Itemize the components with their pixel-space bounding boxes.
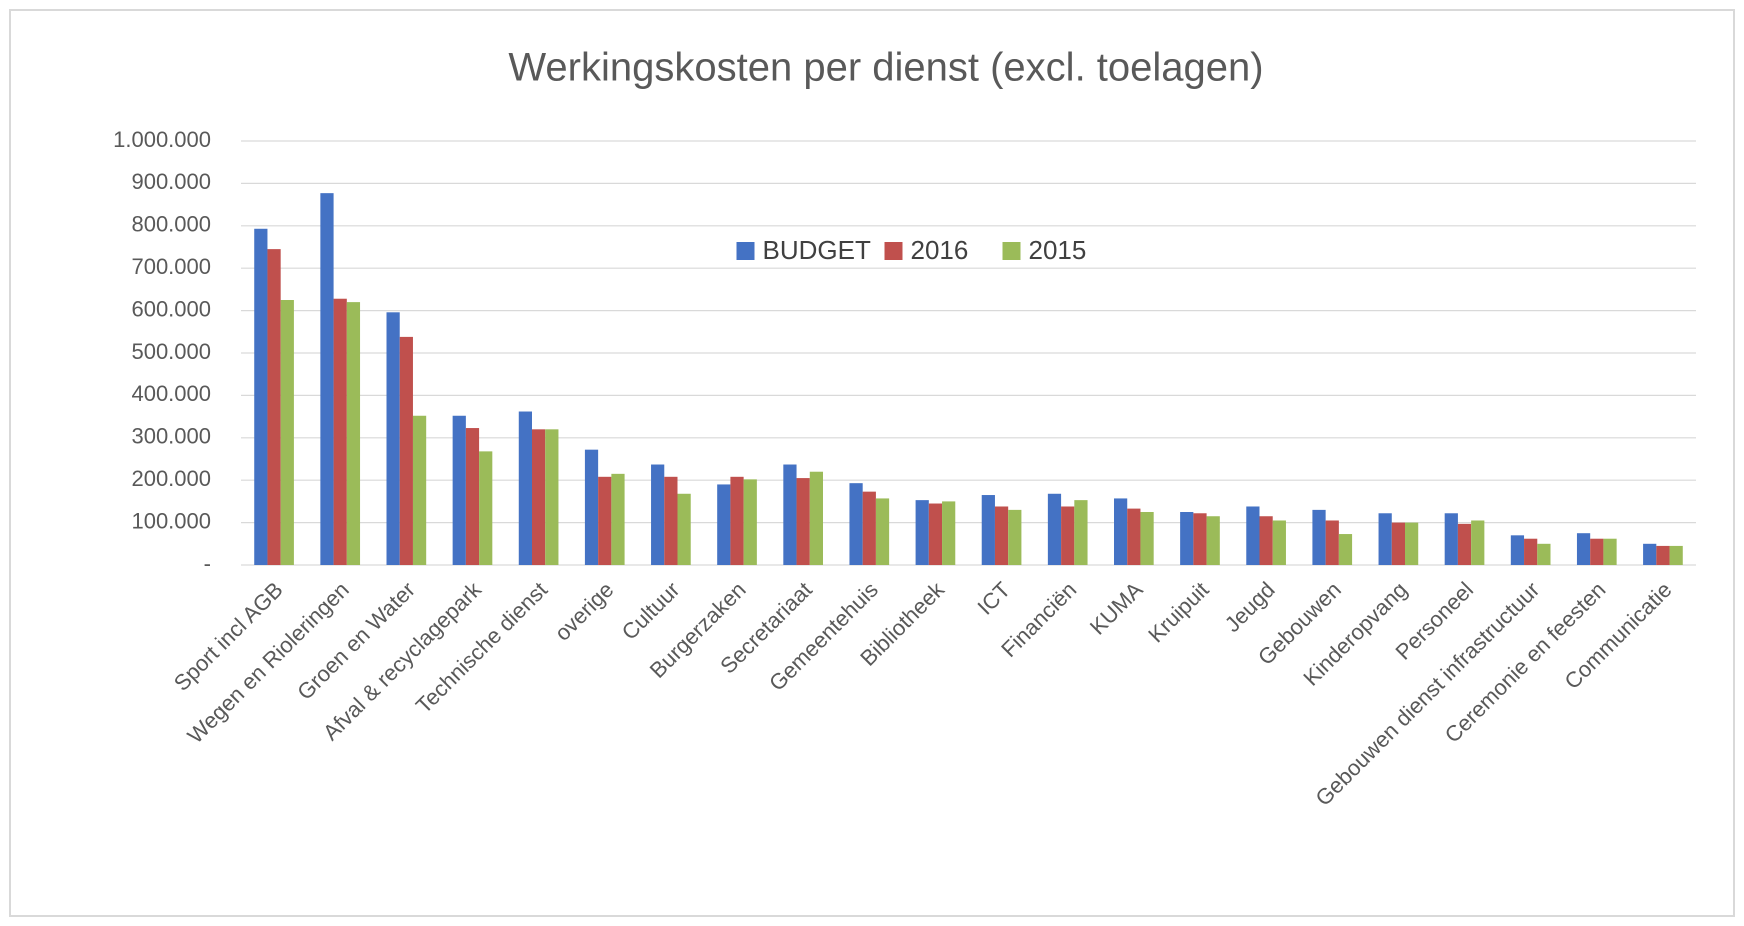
bar: [809, 471, 823, 565]
bar: [1047, 493, 1062, 565]
legend-label: 2016: [911, 235, 969, 265]
bar: [611, 473, 625, 565]
bar: [1378, 513, 1392, 565]
bar: [320, 193, 334, 566]
bar: [942, 501, 956, 565]
bar: [1405, 522, 1419, 565]
bar: [1193, 513, 1207, 565]
bar: [915, 500, 929, 565]
bar: [1576, 533, 1591, 565]
bar: [412, 415, 427, 565]
bar: [1206, 516, 1220, 565]
bar: [849, 483, 863, 565]
bar: [333, 298, 347, 565]
bar: [743, 479, 757, 565]
y-tick-label: 700.000: [131, 254, 211, 279]
bar: [518, 411, 532, 565]
bar: [1061, 506, 1075, 565]
bar: [1312, 509, 1326, 565]
bar: [875, 498, 890, 565]
bar: [1338, 534, 1353, 565]
bar: [1590, 538, 1604, 565]
bar: [994, 506, 1009, 565]
bar: [1510, 535, 1525, 565]
bar: [730, 476, 744, 565]
bar: [1008, 509, 1022, 565]
bar: [584, 449, 599, 565]
bar: [1643, 543, 1657, 565]
y-tick-label: 900.000: [131, 169, 211, 194]
bar: [783, 464, 797, 565]
bar: [664, 476, 678, 565]
bar: [346, 302, 361, 565]
bar: [479, 451, 493, 565]
bar: [1325, 520, 1339, 565]
bar: [1114, 498, 1128, 565]
y-tick-label: 300.000: [131, 424, 211, 449]
bar: [280, 300, 294, 565]
legend-swatch: [884, 242, 903, 260]
bar: [1259, 516, 1273, 565]
bar: [1656, 545, 1670, 565]
bar: [651, 464, 665, 565]
bar: [1074, 500, 1088, 565]
bar: [532, 429, 546, 565]
bar: [862, 491, 876, 565]
bar: [1180, 512, 1194, 565]
bar: [1246, 506, 1260, 565]
bar: [1537, 543, 1551, 565]
bar: [399, 336, 413, 565]
bar: [796, 478, 810, 565]
y-tick-label: 500.000: [131, 339, 211, 364]
bar: [1444, 513, 1458, 565]
chart-title: Werkingskosten per dienst (excl. toelage…: [508, 46, 1263, 90]
bar: [545, 429, 559, 565]
bar: [1127, 508, 1141, 565]
bar: [452, 415, 466, 565]
bar: [267, 249, 281, 565]
y-tick-label: -: [204, 551, 211, 576]
bar: [1272, 520, 1286, 565]
bar: [1669, 545, 1683, 565]
bar: [1391, 522, 1405, 565]
bar: [598, 476, 612, 565]
y-tick-label: 400.000: [131, 381, 211, 406]
bar: [1471, 520, 1485, 565]
legend-swatch: [736, 242, 755, 260]
y-tick-label: 100.000: [131, 508, 211, 533]
bar: [1457, 523, 1472, 565]
chart-frame: [9, 9, 1735, 917]
y-tick-label: 1.000.000: [113, 127, 211, 152]
legend-swatch: [1002, 242, 1021, 260]
y-tick-label: 800.000: [131, 212, 211, 237]
bar: [254, 228, 268, 565]
legend-label: 2015: [1029, 235, 1087, 265]
bar: [1524, 538, 1538, 565]
bar: [717, 484, 731, 565]
bar: [386, 312, 400, 565]
y-tick-label: 200.000: [131, 466, 211, 491]
bar: [465, 428, 480, 565]
bar: [928, 503, 943, 565]
legend-label: BUDGET: [763, 235, 871, 265]
y-tick-label: 600.000: [131, 296, 211, 321]
bar: [1140, 512, 1154, 565]
bar: [981, 495, 995, 565]
bar: [677, 493, 691, 565]
bar: [1603, 538, 1617, 565]
